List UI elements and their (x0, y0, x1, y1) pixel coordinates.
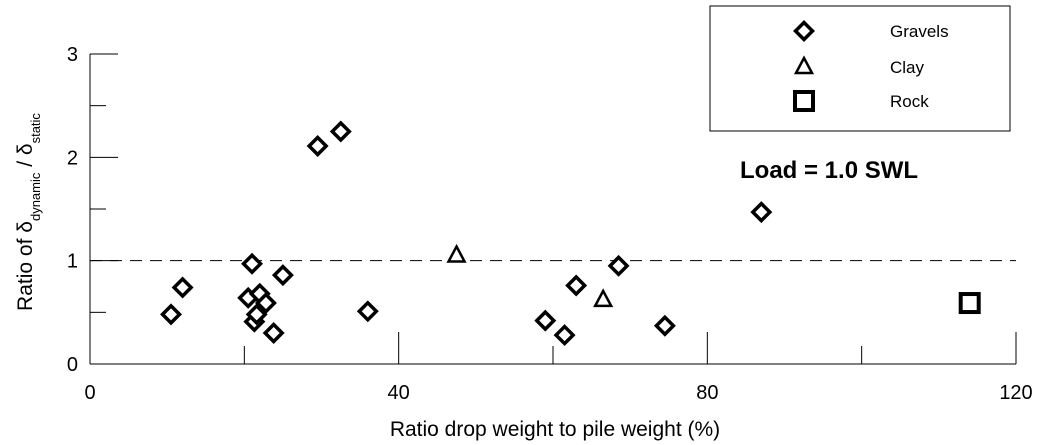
legend-marker-rock (793, 90, 815, 112)
gravels-point (565, 274, 588, 297)
gravels-point (653, 314, 676, 337)
series-clay (446, 243, 614, 308)
gravels-point (271, 264, 294, 287)
axes: 0 1 2 3 0 40 80 120 (67, 44, 1033, 404)
series-gravels (160, 120, 773, 347)
x-tick-label: 0 (84, 382, 95, 404)
x-tick-label: 40 (388, 382, 410, 404)
y-label-prefix: Ratio of δ (14, 221, 37, 311)
legend-label-rock: Rock (890, 92, 929, 111)
gravels-point (160, 303, 182, 326)
gravels-point (262, 322, 285, 344)
gravels-point (356, 300, 379, 323)
x-axis-label: Ratio drop weight to pile weight (%) (390, 418, 720, 441)
y-label-sub-dynamic: dynamic (28, 172, 43, 221)
y-label-sub-static: static (28, 113, 43, 144)
y-axis-label: Ratio of δdynamic / δstatic (14, 113, 43, 311)
gravels-point (329, 120, 352, 143)
clay-point (593, 288, 614, 308)
gravels-point (750, 201, 773, 224)
legend: Gravels Clay Rock (709, 5, 1011, 132)
load-annotation: Load = 1.0 SWL (740, 157, 918, 184)
y-tick-label: 1 (67, 251, 78, 273)
legend-marker-gravels (793, 20, 815, 42)
gravels-point (553, 324, 576, 347)
gravels-point (245, 303, 268, 326)
y-tick-label: 0 (67, 354, 78, 376)
rock-point (958, 292, 981, 315)
series-rock (958, 292, 981, 315)
gravels-point (254, 292, 277, 315)
legend-box (709, 5, 1011, 132)
y-tick-label: 2 (67, 147, 78, 169)
x-tick-label: 120 (999, 382, 1032, 404)
legend-label-gravels: Gravels (890, 22, 949, 41)
y-tick-label: 3 (67, 44, 78, 66)
gravels-point (534, 309, 557, 332)
clay-point (446, 243, 467, 263)
gravels-point (241, 252, 264, 275)
gravels-point (306, 134, 329, 157)
y-label-mid: / δ (14, 143, 37, 172)
x-tick-label: 80 (696, 382, 718, 404)
gravels-point (171, 276, 194, 299)
legend-marker-clay (793, 55, 815, 75)
gravels-point (607, 254, 630, 277)
legend-label-clay: Clay (890, 58, 925, 77)
data-points (160, 120, 981, 347)
